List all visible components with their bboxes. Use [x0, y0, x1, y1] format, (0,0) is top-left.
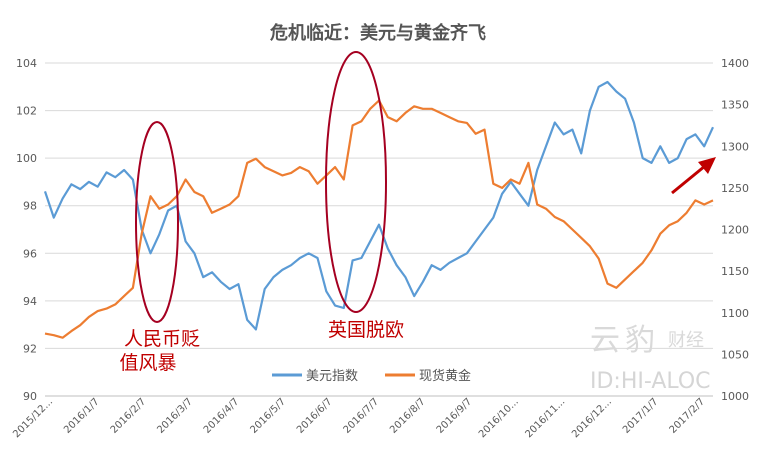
- x-tick-label: 2016/5/7: [248, 396, 288, 436]
- y-left-tick-label: 94: [23, 295, 37, 308]
- y-left-tick-label: 98: [23, 200, 37, 213]
- annotation-ellipse-brexit: [325, 51, 387, 313]
- x-tick-label: 2016/4/7: [202, 396, 242, 436]
- x-tick-label: 2016/1/7: [62, 396, 102, 436]
- legend-label-gold: 现货黄金: [419, 368, 471, 384]
- y-right-tick-label: 1050: [721, 348, 749, 361]
- x-tick-label: 2016/11...: [524, 396, 568, 440]
- y-left-tick-label: 92: [23, 342, 37, 355]
- y-left-tick-label: 104: [16, 57, 37, 70]
- y-right-tick-label: 1400: [721, 57, 749, 70]
- x-tick-label: 2016/6/7: [295, 396, 335, 436]
- y-right-tick-label: 1100: [721, 307, 749, 320]
- annotation-ellipse-yuan: [135, 121, 179, 323]
- y-right-tick-label: 1200: [721, 224, 749, 237]
- legend-label-usd: 美元指数: [306, 369, 358, 384]
- watermark-logo-2: 豹: [625, 323, 655, 358]
- x-tick-label: 2016/7/7: [342, 396, 382, 436]
- y-left-tick-label: 102: [16, 105, 37, 118]
- y-left-tick-label: 90: [23, 390, 37, 403]
- watermark-logo-sub: 财经: [668, 330, 704, 351]
- y-right-tick-label: 1000: [721, 390, 749, 403]
- annotation-yuan-line1: 人民币贬: [124, 328, 200, 350]
- x-tick-label: 2017/2/7: [668, 396, 708, 436]
- x-tick-label: 2016/10...: [477, 396, 521, 440]
- x-tick-label: 2016/3/7: [155, 396, 195, 436]
- series-line-0: [43, 80, 714, 331]
- watermark-logo-1: 云: [590, 323, 620, 358]
- annotation-yuan-line2: 值风暴: [119, 352, 176, 374]
- annotation-brexit: 英国脱欧: [328, 319, 404, 341]
- watermark-id: ID:HI-ALOC: [590, 369, 711, 394]
- x-tick-label: 2016/2/7: [109, 396, 149, 436]
- y-right-tick-label: 1150: [721, 265, 749, 278]
- y-left-tick-label: 100: [16, 152, 37, 165]
- x-tick-label: 2016/12...: [570, 396, 614, 440]
- y-right-tick-label: 1350: [721, 99, 749, 112]
- y-right-tick-label: 1250: [721, 182, 749, 195]
- x-tick-label: 2016/9/7: [435, 396, 475, 436]
- trend-arrow: [671, 157, 716, 195]
- series-layer: [43, 80, 714, 339]
- x-tick-label: 2016/8/7: [388, 396, 428, 436]
- y-right-tick-label: 1300: [721, 140, 749, 153]
- x-tick-label: 2017/1/7: [621, 396, 661, 436]
- chart-title: 危机临近：美元与黄金齐飞: [269, 22, 486, 44]
- y-left-tick-label: 96: [23, 247, 37, 260]
